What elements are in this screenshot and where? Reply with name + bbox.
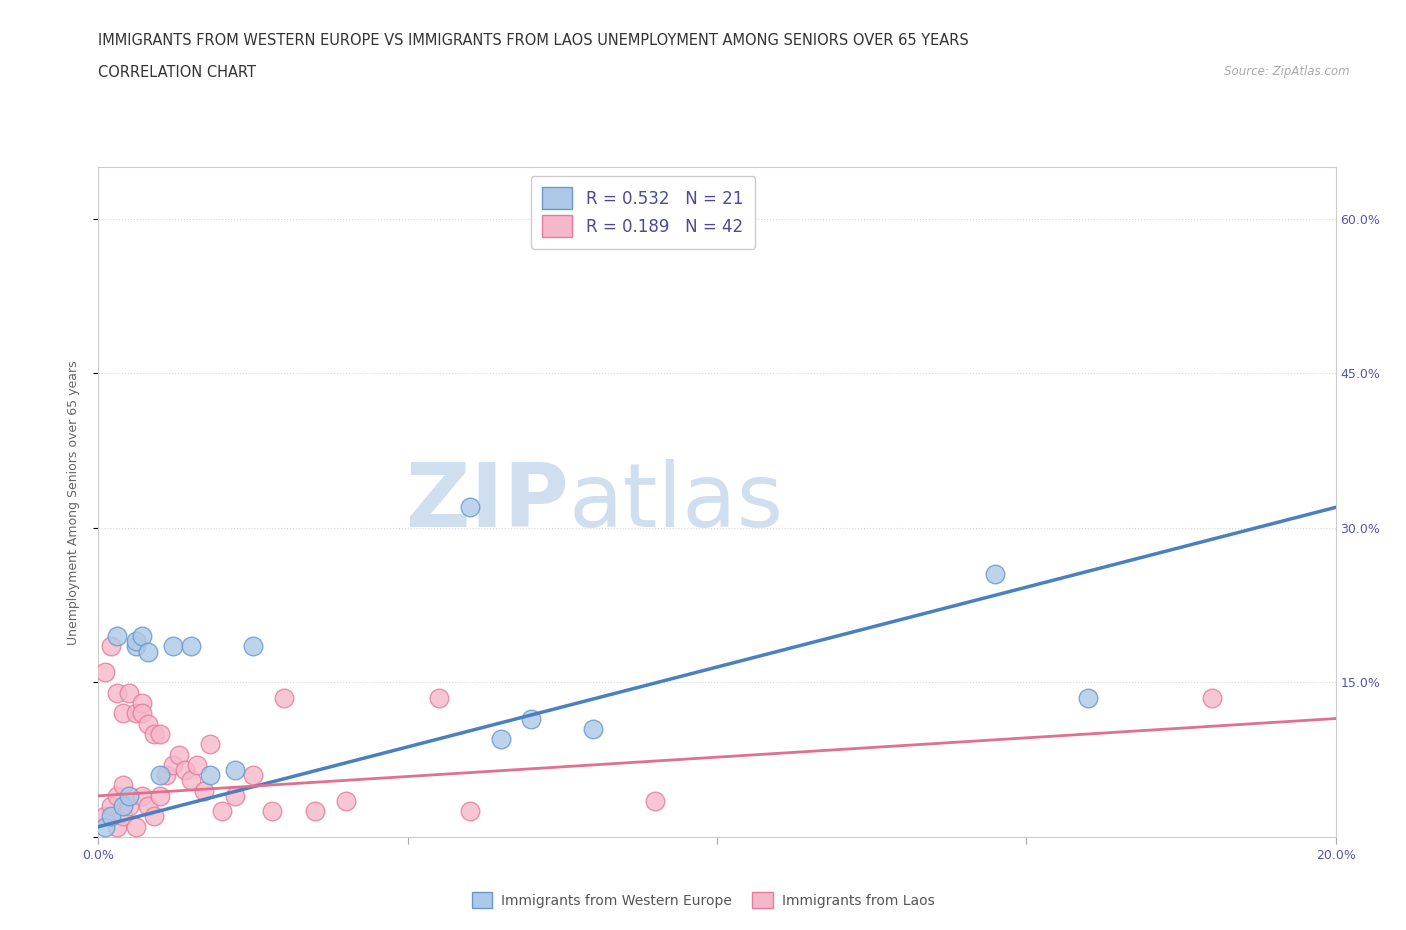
Point	[149, 789, 172, 804]
Point	[1201, 690, 1223, 705]
Point	[242, 768, 264, 783]
Point	[131, 706, 153, 721]
Point	[211, 804, 233, 818]
Point	[93, 809, 115, 824]
Point	[131, 696, 153, 711]
Point	[155, 768, 177, 783]
Y-axis label: Unemployment Among Seniors over 65 years: Unemployment Among Seniors over 65 years	[67, 360, 80, 644]
Point	[100, 639, 122, 654]
Point	[1077, 690, 1099, 705]
Point	[93, 819, 115, 834]
Point	[143, 726, 166, 741]
Point	[124, 819, 146, 834]
Point	[112, 706, 135, 721]
Point	[180, 639, 202, 654]
Point	[118, 799, 141, 814]
Point	[124, 639, 146, 654]
Point	[193, 783, 215, 798]
Point	[489, 732, 512, 747]
Point	[124, 634, 146, 649]
Point	[458, 500, 481, 515]
Point	[112, 799, 135, 814]
Point	[105, 819, 128, 834]
Point	[118, 685, 141, 700]
Point	[105, 629, 128, 644]
Point	[149, 726, 172, 741]
Point	[242, 639, 264, 654]
Point	[162, 757, 184, 772]
Point	[224, 763, 246, 777]
Point	[644, 793, 666, 808]
Point	[458, 804, 481, 818]
Point	[131, 629, 153, 644]
Point	[118, 789, 141, 804]
Point	[427, 690, 450, 705]
Point	[112, 778, 135, 793]
Legend: R = 0.532   N = 21, R = 0.189   N = 42: R = 0.532 N = 21, R = 0.189 N = 42	[531, 176, 755, 248]
Point	[124, 706, 146, 721]
Point	[131, 789, 153, 804]
Point	[224, 789, 246, 804]
Text: IMMIGRANTS FROM WESTERN EUROPE VS IMMIGRANTS FROM LAOS UNEMPLOYMENT AMONG SENIOR: IMMIGRANTS FROM WESTERN EUROPE VS IMMIGR…	[98, 33, 969, 47]
Point	[100, 799, 122, 814]
Text: ZIP: ZIP	[406, 458, 568, 546]
Legend: Immigrants from Western Europe, Immigrants from Laos: Immigrants from Western Europe, Immigran…	[465, 886, 941, 914]
Point	[186, 757, 208, 772]
Point	[93, 665, 115, 680]
Text: atlas: atlas	[568, 458, 783, 546]
Point	[143, 809, 166, 824]
Point	[273, 690, 295, 705]
Point	[198, 768, 221, 783]
Point	[198, 737, 221, 751]
Point	[136, 644, 159, 659]
Point	[180, 773, 202, 788]
Point	[105, 789, 128, 804]
Point	[167, 747, 190, 762]
Text: CORRELATION CHART: CORRELATION CHART	[98, 65, 256, 80]
Point	[149, 768, 172, 783]
Point	[112, 809, 135, 824]
Point	[162, 639, 184, 654]
Point	[136, 799, 159, 814]
Point	[174, 763, 197, 777]
Text: Source: ZipAtlas.com: Source: ZipAtlas.com	[1225, 65, 1350, 78]
Point	[304, 804, 326, 818]
Point	[136, 716, 159, 731]
Point	[100, 809, 122, 824]
Point	[520, 711, 543, 726]
Point	[260, 804, 283, 818]
Point	[105, 685, 128, 700]
Point	[582, 722, 605, 737]
Point	[984, 567, 1007, 582]
Point	[335, 793, 357, 808]
